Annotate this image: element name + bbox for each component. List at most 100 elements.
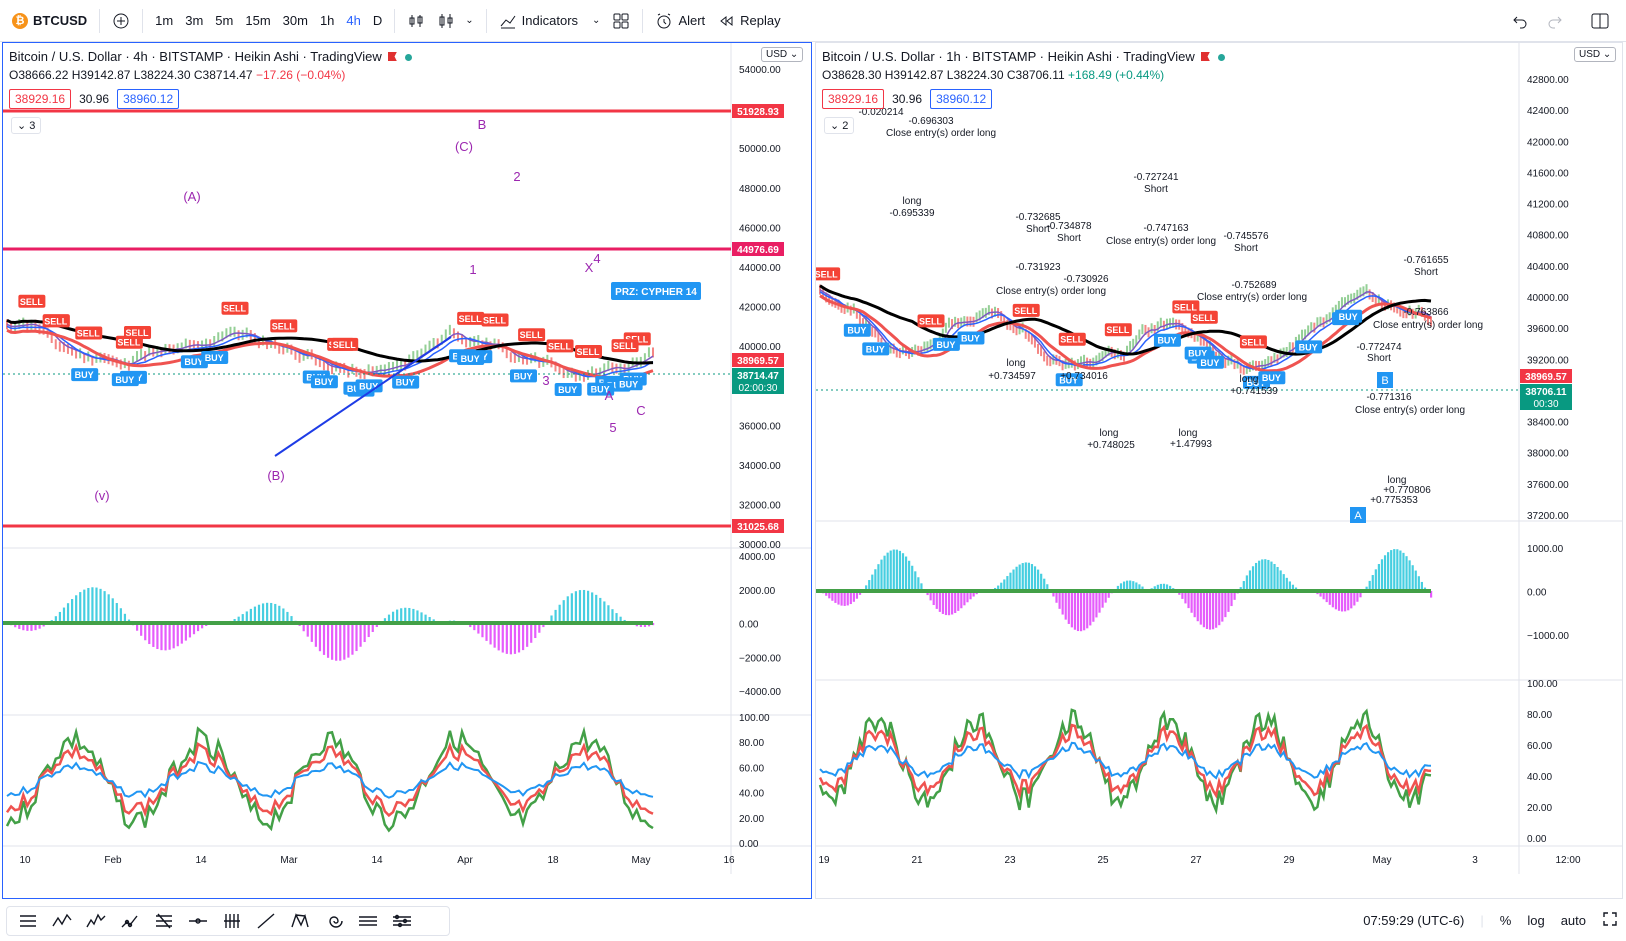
strategy-annotation[interactable]: Short [1026,224,1050,235]
sell-signal-tag[interactable] [481,313,509,327]
compare-add-button[interactable] [106,5,136,37]
buy-signal-tag[interactable] [862,342,890,356]
strategy-annotation[interactable]: long [1007,358,1026,369]
strategy-annotation[interactable]: -0.730926 [1063,274,1108,285]
buy-signal-tag[interactable] [111,373,139,387]
parallel-channel-tool[interactable] [351,908,385,934]
strategy-annotation[interactable]: -0.763866 [1403,307,1448,318]
strategy-annotation[interactable]: long [1100,428,1119,439]
wave-label[interactable]: C [636,403,645,418]
buy-signal-tag[interactable] [1258,371,1286,385]
interval-4h[interactable]: 4h [346,13,361,28]
wave-label[interactable]: (B) [267,468,284,483]
chart-title[interactable]: Bitcoin / U.S. Dollar · 4h · BITSTAMP · … [9,49,382,64]
sell-signal-tag[interactable] [75,326,103,340]
undo-button[interactable] [1505,5,1535,37]
sell-signal-tag[interactable] [115,335,143,349]
elliott-impulse-tool[interactable] [79,908,113,934]
sell-signal-tag[interactable] [1058,332,1086,346]
cycle-tool[interactable] [317,908,351,934]
fullscreen-button[interactable] [1594,911,1626,930]
sell-signal-tag[interactable] [518,328,546,342]
wave-label[interactable]: 3 [542,373,549,388]
interval-D[interactable]: D [372,13,383,28]
sell-signal-tag[interactable] [18,294,46,308]
vertical-lines-tool[interactable] [215,908,249,934]
interval-30m[interactable]: 30m [282,13,308,28]
strategy-annotation[interactable]: long [1388,475,1407,486]
sell-signal-tag[interactable] [457,311,485,325]
strategy-annotation[interactable]: long [1179,428,1198,439]
auto-toggle[interactable]: auto [1560,913,1586,928]
prz-callout[interactable] [611,282,701,300]
clock-label[interactable]: 07:59:29 (UTC-6) [1363,913,1465,928]
strategy-annotation[interactable]: Close entry(s) order long [1197,292,1307,303]
interval-1h[interactable]: 1h [319,13,335,28]
strategy-annotation[interactable]: Close entry(s) order long [996,286,1106,297]
wave-tag[interactable] [1377,372,1393,388]
buy-signal-tag[interactable] [457,351,485,365]
buy-signal-tag[interactable] [355,379,383,393]
strategy-annotation[interactable]: +0.748025 [1087,440,1135,451]
interval-15m[interactable]: 15m [245,13,271,28]
sell-signal-tag[interactable] [1172,300,1200,314]
strategy-annotation[interactable]: -0.761655 [1403,255,1448,266]
wave-label[interactable]: (C) [455,139,473,154]
buy-signal-tag[interactable] [71,368,99,382]
chart-panel-4h[interactable]: 54000.00 5 2000.00 50000.00 48000.00 46000.00… [2,42,812,899]
strategy-annotation[interactable]: -0.734878 [1046,221,1091,232]
chart-title[interactable]: Bitcoin / U.S. Dollar · 1h · BITSTAMP · … [822,49,1195,64]
strategy-annotation[interactable]: Short [1414,267,1438,278]
strategy-annotation[interactable]: Short [1144,184,1168,195]
wave-label[interactable]: 4 [593,251,600,266]
strategy-annotation[interactable]: -0.745576 [1223,231,1268,242]
strategy-annotation[interactable]: +0.734016 [1060,371,1108,382]
wave-label[interactable]: (v) [94,488,109,503]
buy-signal-tag[interactable] [587,382,615,396]
chart-canvas-1h[interactable]: 42800.00 42400.00 42000.00 41600.00 41200.00… [816,43,1622,898]
strategy-annotation[interactable]: -0.732685 [1015,212,1060,223]
currency-button[interactable]: USD ⌄ [1574,47,1617,62]
wave-tag[interactable] [1350,507,1366,523]
chart-canvas-4h[interactable]: 54000.00 5 2000.00 50000.00 48000.00 46000.00… [3,43,811,898]
sell-signal-tag[interactable] [1104,323,1132,337]
strategy-annotation[interactable]: Close entry(s) order long [1355,405,1465,416]
sell-signal-tag[interactable] [221,301,249,315]
buy-signal-tag[interactable] [615,377,643,391]
buy-price-button[interactable]: 38960.12 [117,89,180,109]
sell-signal-tag[interactable] [546,339,574,353]
chart-panel-1h[interactable]: 42800.00 42400.00 42000.00 41600.00 41200.00… [815,42,1623,899]
strategy-annotation[interactable]: -0.696303 [908,116,953,127]
sell-signal-tag[interactable] [42,314,70,328]
wave-label[interactable]: A [605,388,614,403]
strategy-annotation[interactable]: Close entry(s) order long [1106,236,1216,247]
candle-type-button[interactable]: ⌄ [431,5,479,37]
collapse-indicators-button[interactable]: ⌄ 3 [11,117,42,134]
pattern-tool[interactable] [113,908,147,934]
flag-icon[interactable] [387,52,397,61]
wave-label[interactable]: (A) [183,189,200,204]
indicators-button[interactable]: Indicators ⌄ [493,5,607,37]
wave-label[interactable]: X [585,260,594,275]
buy-signal-tag[interactable] [1055,373,1083,387]
interval-3m[interactable]: 3m [185,13,204,28]
redo-button[interactable] [1540,5,1570,37]
sell-signal-tag[interactable] [331,337,359,351]
buy-signal-tag[interactable] [201,351,229,365]
strategy-annotation[interactable]: Close entry(s) order long [886,128,996,139]
layout-templates-button[interactable] [606,5,636,37]
sell-signal-tag[interactable] [270,319,298,333]
strategy-annotation[interactable]: +0.775353 [1370,495,1418,506]
strategy-annotation[interactable]: +0.734597 [988,371,1036,382]
strategy-annotation[interactable]: Short [1234,243,1258,254]
strategy-annotation[interactable]: -0.771316 [1366,392,1411,403]
strategy-annotation[interactable]: Short [1367,353,1391,364]
buy-price-button[interactable]: 38960.12 [930,89,993,109]
buy-signal-tag[interactable] [1295,340,1323,354]
buy-signal-tag[interactable] [554,382,582,396]
wave-label[interactable]: 1 [469,262,476,277]
log-toggle[interactable]: log [1527,913,1545,928]
wave-label[interactable]: B [478,117,487,132]
sell-signal-tag[interactable] [1190,310,1218,324]
buy-signal-tag[interactable] [1153,333,1181,347]
